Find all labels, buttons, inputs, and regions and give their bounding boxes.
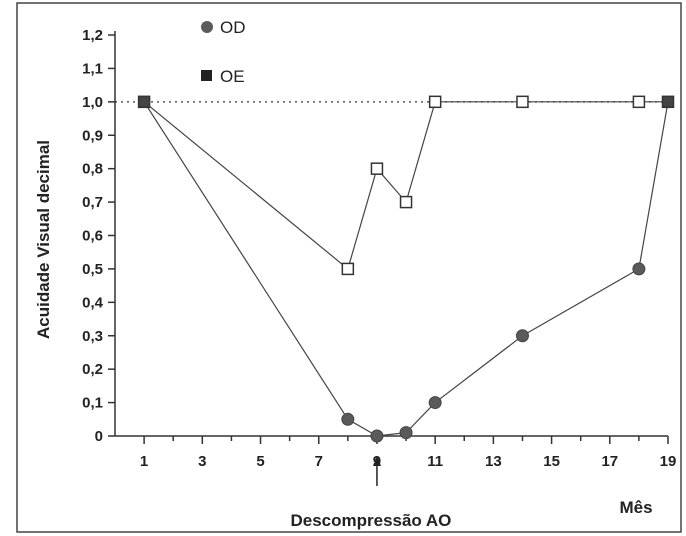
- data-point-oe: [370, 162, 384, 175]
- data-point-od: [632, 262, 646, 276]
- y-tick-label: 0,1: [82, 395, 103, 412]
- data-point-oe: [516, 95, 529, 109]
- x-tick-label: 7: [315, 453, 323, 470]
- y-tick-label: 0,2: [82, 361, 103, 378]
- y-tick-label: 0,7: [82, 194, 103, 211]
- legend-label-oe: OE: [220, 67, 245, 86]
- x-tick-label: 3: [198, 453, 206, 470]
- y-tick-label: 0,5: [82, 261, 103, 278]
- y-axis-title: Acuidade Visual decimal: [34, 140, 53, 339]
- annotation-arrow-head: [372, 456, 381, 466]
- y-tick-label: 0,4: [82, 294, 104, 311]
- legend-label-od: OD: [220, 18, 246, 37]
- y-tick-label: 0: [95, 428, 103, 445]
- series-line-oe: [143, 101, 668, 270]
- x-tick-label: 5: [256, 453, 264, 470]
- x-tick-label: 19: [660, 453, 677, 470]
- data-point-oe: [632, 95, 646, 109]
- y-tick-label: 0,6: [82, 228, 103, 245]
- y-tick-label: 1,1: [82, 60, 103, 77]
- data-point-od: [428, 396, 442, 410]
- y-tick-label: 0,8: [82, 161, 103, 178]
- x-tick-label: 17: [601, 453, 618, 470]
- data-point-od: [370, 429, 384, 443]
- x-tick-label: 11: [427, 453, 443, 470]
- x-tick-label: 1: [140, 453, 148, 470]
- data-point-oe: [428, 95, 442, 109]
- annotation-label: Descompressão AO: [290, 511, 451, 530]
- legend-marker-od: [201, 21, 213, 33]
- data-point-od: [341, 412, 355, 426]
- legend-marker-oe: [201, 70, 212, 81]
- y-tick-label: 0,9: [82, 127, 103, 144]
- data-point-oe: [137, 95, 151, 109]
- x-tick-label: 15: [543, 453, 560, 470]
- data-point-od: [515, 329, 529, 343]
- y-tick-label: 1,2: [82, 27, 103, 44]
- x-axis-title: Mês: [619, 498, 652, 517]
- data-point-oe: [341, 262, 355, 276]
- y-tick-label: 1,0: [82, 94, 103, 111]
- y-tick-label: 0,3: [82, 328, 103, 345]
- x-tick-label: 13: [485, 453, 502, 470]
- data-point-oe: [399, 195, 413, 209]
- data-point-od: [399, 426, 413, 440]
- data-point-oe: [661, 95, 675, 109]
